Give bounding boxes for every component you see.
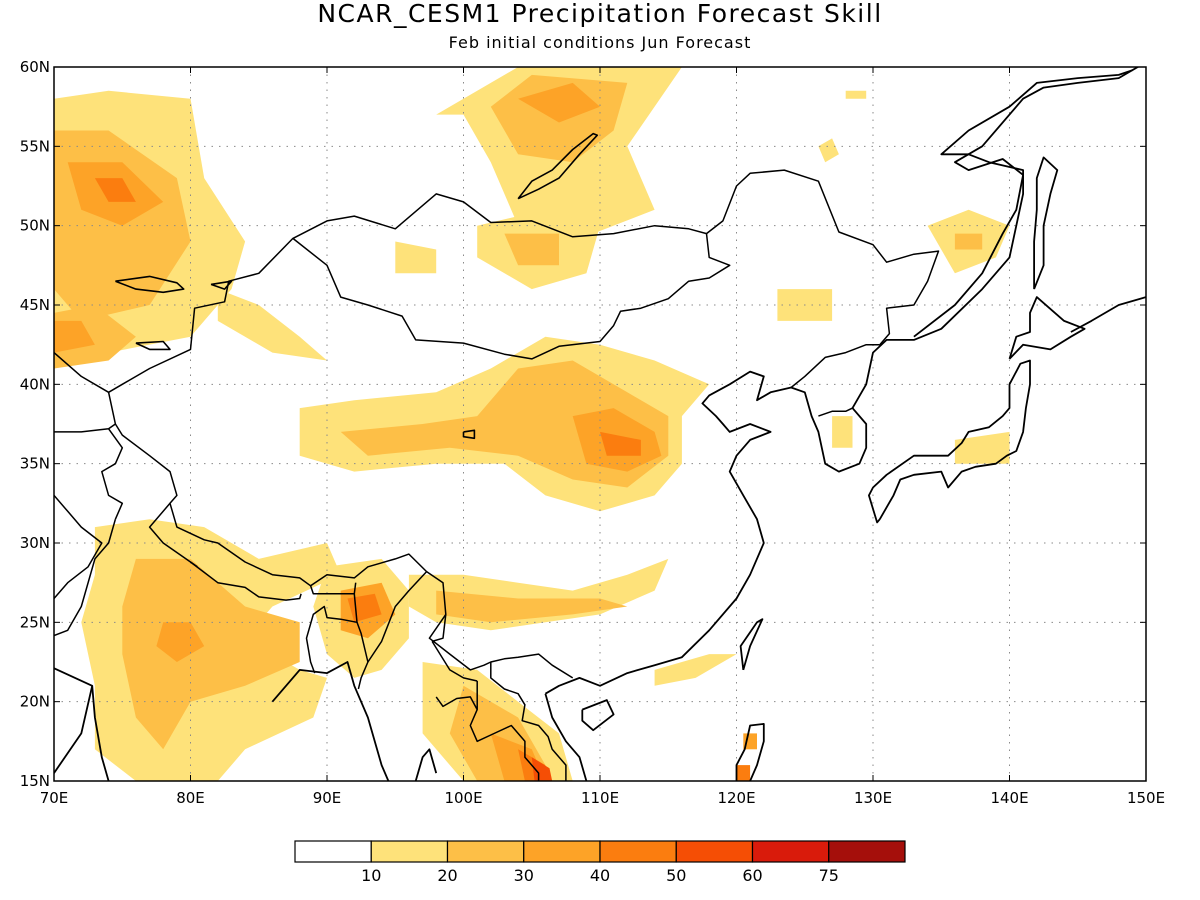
country-border <box>54 423 116 433</box>
x-tick-label: 100E <box>444 789 482 807</box>
y-tick-label: 25N <box>20 613 50 631</box>
colorbar-label: 10 <box>361 866 381 885</box>
skill-region <box>504 233 559 266</box>
skill-region <box>94 178 136 202</box>
country-border <box>101 428 124 520</box>
country-border <box>818 407 853 417</box>
lake-outline <box>115 275 185 294</box>
coastline <box>581 699 615 732</box>
colorbar-label: 50 <box>666 866 686 885</box>
colorbar-boxes <box>294 840 906 863</box>
chart-title: NCAR_CESM1 Precipitation Forecast Skill <box>317 0 883 28</box>
chart-subtitle: Feb initial conditions Jun Forecast <box>448 33 752 52</box>
x-tick-label: 140E <box>990 789 1028 807</box>
colorbar-box <box>828 840 906 863</box>
country-border <box>190 561 302 601</box>
colorbar-box <box>675 840 754 863</box>
country-borders-layer <box>54 169 940 781</box>
skill-region <box>217 289 327 361</box>
x-tick-label: 110E <box>581 789 619 807</box>
skill-region <box>736 765 751 781</box>
coastline <box>1033 156 1059 290</box>
y-tick-label: 50N <box>20 217 50 235</box>
lake-outline <box>462 429 476 440</box>
country-border <box>309 582 357 595</box>
skill-region <box>54 305 136 369</box>
lake-outline <box>517 132 599 200</box>
coastline-layer <box>54 67 1146 781</box>
x-tick-label: 70E <box>40 789 69 807</box>
colorbar-box <box>523 840 601 863</box>
skill-region <box>436 590 628 623</box>
lakes-layer <box>115 132 599 440</box>
coastline <box>913 67 1140 338</box>
skill-region <box>156 622 205 662</box>
colorbar-label: 75 <box>819 866 839 885</box>
country-border <box>431 614 447 643</box>
skill-region <box>395 241 437 274</box>
country-border <box>790 343 880 389</box>
coastline <box>414 748 438 781</box>
country-border <box>292 233 731 360</box>
y-tick-label: 30N <box>20 534 50 552</box>
longitude-axis: 70E 80E 90E 100E 110E 120E 130E 140E 150E <box>40 67 1165 807</box>
colorbar-label: 40 <box>590 866 610 885</box>
coastline <box>1008 296 1086 360</box>
skill-region <box>600 431 641 456</box>
country-border <box>54 169 940 394</box>
colorbar-box <box>294 840 372 863</box>
y-tick-label: 55N <box>20 137 50 155</box>
country-border <box>431 641 478 682</box>
y-tick-label: 20N <box>20 693 50 711</box>
country-border <box>469 681 540 781</box>
coastline <box>868 359 1031 524</box>
x-tick-label: 120E <box>717 789 755 807</box>
y-tick-label: 60N <box>20 58 50 76</box>
colorbar-box <box>446 840 525 863</box>
country-border <box>435 696 478 710</box>
skill-region <box>832 416 853 448</box>
x-tick-label: 130E <box>854 789 892 807</box>
skill-region <box>954 431 1010 464</box>
country-border <box>490 662 567 781</box>
colorbar-box <box>599 840 677 863</box>
coastline <box>739 618 764 671</box>
y-tick-label: 45N <box>20 296 50 314</box>
skill-region <box>531 757 553 781</box>
y-tick-label: 35N <box>20 455 50 473</box>
x-tick-label: 90E <box>313 789 342 807</box>
colorbar-label: 60 <box>742 866 762 885</box>
skill-region <box>654 654 737 686</box>
colorbar-label: 30 <box>514 866 534 885</box>
coastline <box>271 661 390 781</box>
colorbar-box <box>751 840 830 863</box>
country-border <box>367 571 428 663</box>
coastline <box>1070 296 1146 333</box>
country-border <box>107 392 574 679</box>
skill-region <box>954 233 983 250</box>
colorbar-box <box>370 840 449 863</box>
coastline <box>544 693 588 781</box>
latitude-axis: 15N 20N 25N 30N 35N 40N 45N 50N 55N 60N <box>20 58 1146 790</box>
lake-outline <box>135 340 171 351</box>
country-border <box>54 494 103 599</box>
skill-region <box>54 320 95 353</box>
skill-region <box>818 138 839 163</box>
coastline <box>735 723 765 781</box>
x-tick-label: 150E <box>1127 789 1165 807</box>
colorbar-labels: 10 20 30 40 50 60 75 <box>361 866 839 885</box>
country-border <box>305 593 358 674</box>
coastline <box>54 667 94 774</box>
coastline <box>91 685 110 781</box>
country-border <box>54 518 117 637</box>
skill-region <box>518 82 600 123</box>
skill-region <box>845 90 867 99</box>
x-tick-label: 80E <box>176 789 205 807</box>
colorbar-label: 20 <box>437 866 457 885</box>
y-tick-label: 15N <box>20 772 50 790</box>
y-tick-label: 40N <box>20 375 50 393</box>
